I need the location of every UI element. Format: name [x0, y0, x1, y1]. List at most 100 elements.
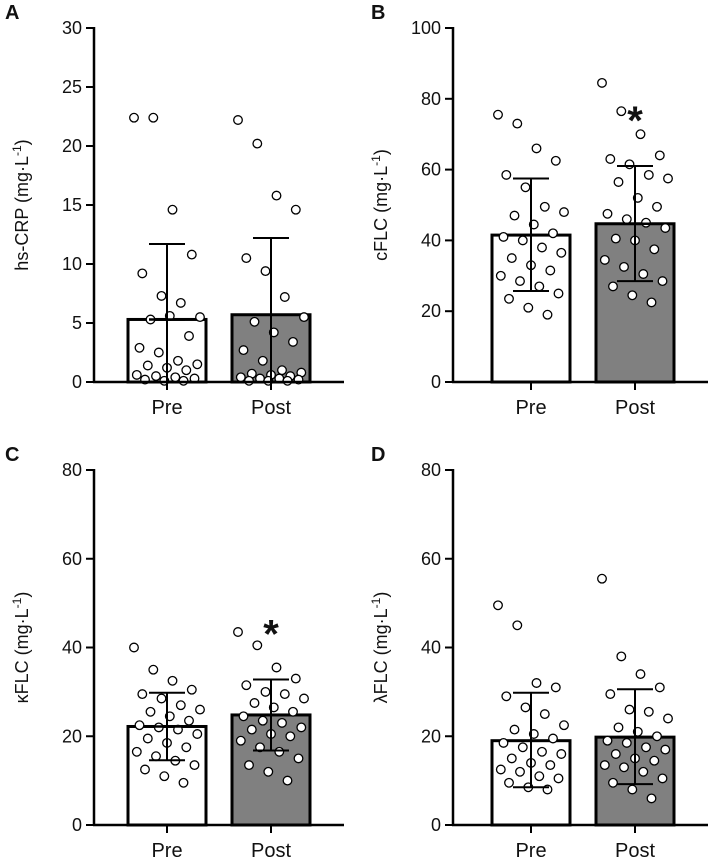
data-point — [498, 737, 509, 748]
data-point — [282, 775, 293, 786]
data-point — [550, 155, 561, 166]
data-point — [175, 700, 186, 711]
data-point — [660, 223, 671, 233]
data-point — [657, 773, 668, 784]
significance-marker: * — [263, 612, 279, 656]
data-point — [619, 762, 629, 773]
data-point — [616, 106, 627, 117]
data-point — [137, 689, 148, 700]
data-point — [616, 651, 627, 662]
data-point — [148, 112, 159, 123]
data-point — [246, 724, 257, 735]
data-point — [605, 154, 616, 164]
data-point — [599, 254, 610, 265]
data-point — [299, 312, 309, 323]
data-point — [189, 760, 200, 771]
data-point — [170, 372, 181, 383]
data-point — [657, 276, 668, 287]
data-point — [260, 266, 271, 277]
data-point — [624, 159, 635, 170]
data-point — [548, 733, 558, 744]
data-point — [249, 698, 260, 708]
data-point — [134, 342, 145, 353]
y-axis-label-end: ) — [371, 592, 391, 598]
data-point — [608, 281, 618, 292]
data-point — [156, 290, 167, 301]
data-point — [556, 749, 567, 759]
data-point — [260, 686, 271, 697]
data-point — [142, 733, 153, 744]
data-point — [641, 742, 651, 753]
data-point — [501, 169, 512, 180]
data-point — [627, 290, 638, 301]
data-point — [545, 265, 556, 276]
data-point — [597, 77, 607, 88]
data-point — [156, 693, 167, 704]
data-point — [531, 678, 542, 688]
x-tick-label: Pre — [151, 840, 182, 862]
data-point — [186, 249, 197, 260]
data-point — [512, 118, 523, 129]
data-point — [654, 150, 665, 161]
data-point — [556, 247, 567, 258]
data-point — [599, 760, 610, 771]
data-point — [279, 292, 290, 302]
data-point — [252, 138, 263, 149]
data-point — [537, 746, 547, 757]
y-tick-label: 60 — [421, 160, 441, 180]
data-point — [184, 715, 194, 726]
y-axis-label-superscript: -1 — [369, 597, 383, 608]
data-point — [129, 112, 139, 123]
y-tick-label: 40 — [62, 638, 82, 658]
y-axis-label-main: hs-CRP (mg·L — [12, 156, 32, 271]
y-tick-label: 15 — [62, 195, 82, 215]
data-point — [501, 691, 512, 702]
data-point — [506, 253, 517, 264]
data-point — [178, 777, 189, 788]
data-point — [643, 706, 654, 717]
data-point — [509, 210, 520, 221]
data-point — [646, 297, 657, 308]
data-point — [559, 720, 569, 731]
data-point — [271, 190, 282, 201]
y-axis-label: cFLC (mg·L-1) — [369, 149, 391, 261]
data-point — [241, 680, 252, 691]
data-point — [299, 693, 309, 704]
data-point — [495, 764, 506, 775]
data-point — [131, 746, 142, 757]
data-point — [504, 293, 514, 304]
data-point — [131, 369, 142, 380]
data-point — [610, 749, 621, 759]
data-point — [290, 673, 301, 684]
data-point — [548, 228, 558, 239]
data-point — [263, 766, 274, 777]
y-tick-label: 0 — [431, 372, 441, 392]
data-point — [184, 331, 194, 341]
data-point — [233, 627, 243, 637]
data-point — [175, 297, 186, 308]
data-point — [257, 715, 268, 726]
y-axis-label-end: ) — [371, 149, 391, 155]
data-point — [605, 689, 616, 700]
y-tick-label: 60 — [62, 549, 82, 569]
y-tick-label: 40 — [421, 638, 441, 658]
data-point — [504, 777, 514, 788]
data-point — [523, 302, 534, 313]
y-tick-label: 20 — [62, 136, 82, 156]
data-point — [181, 365, 192, 376]
y-axis-label: hs-CRP (mg·L-1) — [10, 139, 32, 270]
x-tick-label: Post — [615, 397, 655, 419]
data-point — [663, 173, 673, 184]
data-point — [181, 742, 192, 753]
data-point — [624, 704, 635, 715]
data-point — [173, 355, 183, 366]
data-point — [238, 345, 249, 356]
data-point — [186, 684, 197, 695]
x-tick-label: Pre — [515, 840, 546, 862]
data-point — [515, 276, 525, 287]
panel-label: D — [371, 444, 385, 466]
data-point — [235, 735, 246, 746]
data-point — [257, 355, 268, 366]
data-point — [493, 109, 503, 120]
